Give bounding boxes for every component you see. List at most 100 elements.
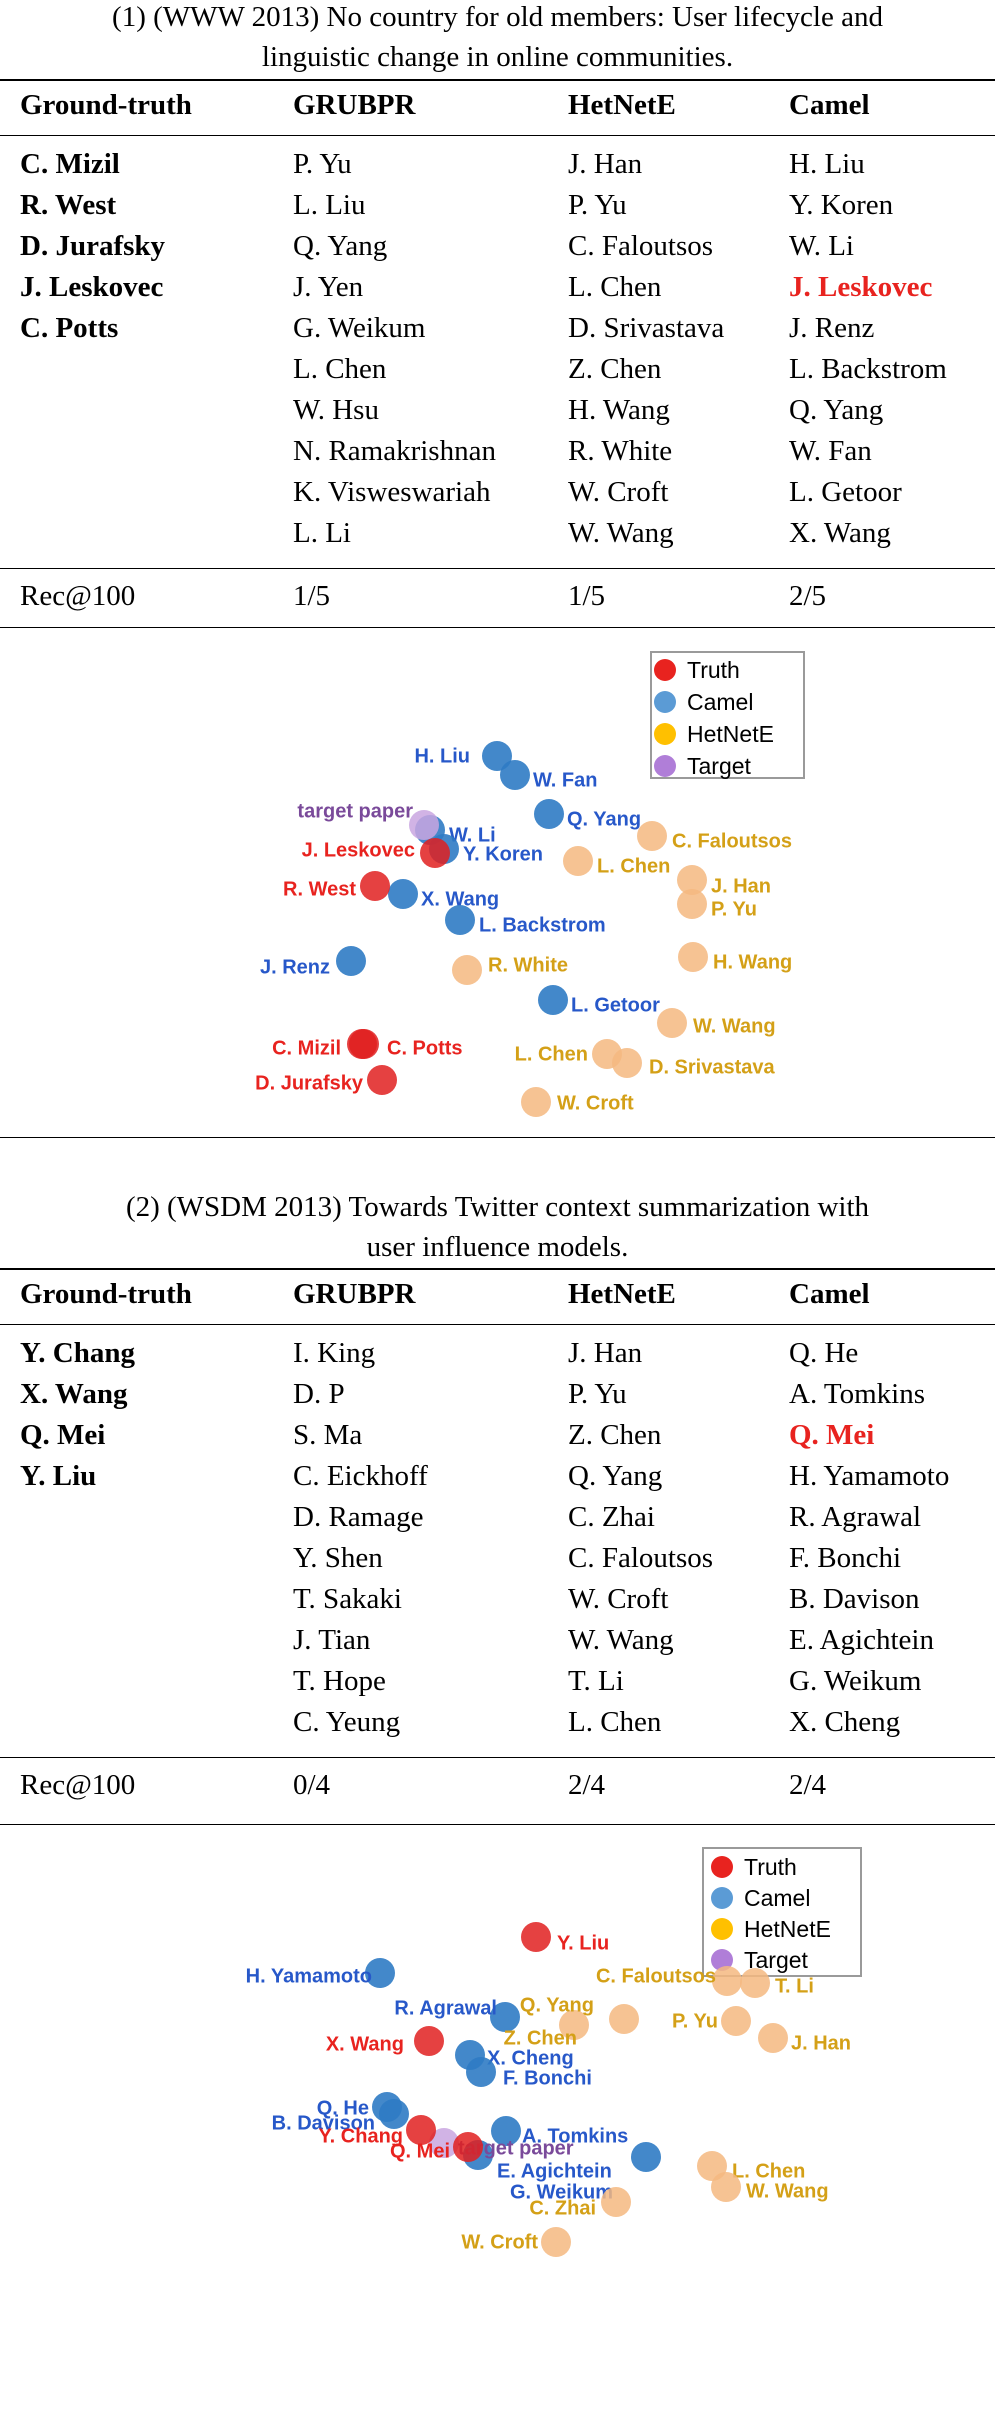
section-2-rec-label: Rec@100 <box>20 1769 136 1801</box>
section-2-title-line1: (2) (WSDM 2013) Towards Twitter context … <box>125 1191 870 1223</box>
camel-point-label: L. Getoor <box>571 994 660 1016</box>
predicted-author: H. Wang <box>568 394 670 426</box>
camel-point <box>365 1958 395 1988</box>
section-1-header-hetnete: HetNetE <box>568 89 676 121</box>
camel-point-label: H. Yamamoto <box>246 1965 372 1987</box>
truth-point <box>453 2132 483 2162</box>
truth-point-label: D. Jurafsky <box>255 1072 364 1094</box>
predicted-author: B. Davison <box>789 1583 920 1615</box>
section-2-rec-grubpr: 0/4 <box>293 1769 331 1801</box>
hetnete-point <box>452 955 482 985</box>
section-2-title-line2: user influence models. <box>366 1231 629 1263</box>
predicted-author: W. Hsu <box>293 394 379 426</box>
predicted-author: C. Yeung <box>293 1706 401 1738</box>
hetnete-point <box>541 2227 571 2257</box>
hetnete-point <box>712 1966 742 1996</box>
predicted-author: C. Faloutsos <box>568 230 714 262</box>
section-2-header-groundtruth: Ground-truth <box>20 1278 192 1310</box>
section-1-title-line1: (1) (WWW 2013) No country for old member… <box>112 1 883 33</box>
section-1-title: (1) (WWW 2013) No country for old member… <box>0 0 995 77</box>
legend-truth-marker <box>711 1856 733 1878</box>
camel-point-label: B. Davison <box>272 2112 375 2134</box>
predicted-author: W. Croft <box>568 1583 669 1615</box>
hetnete-point <box>559 2010 589 2040</box>
section-1-rec-grubpr: 1/5 <box>293 580 331 612</box>
hetnete-point-label: T. Li <box>775 1975 814 1997</box>
section-2-top-rule <box>0 1268 995 1270</box>
legend-camel-label: Camel <box>687 689 753 715</box>
camel-point-label: Q. Yang <box>567 808 641 830</box>
section-2-rec-rule <box>0 1757 995 1758</box>
predicted-author: Y. Shen <box>293 1542 383 1574</box>
hetnete-point-label: D. Srivastava <box>649 1056 776 1078</box>
target-point <box>429 2128 459 2158</box>
camel-point-label: L. Backstrom <box>479 914 606 936</box>
camel-point-label: A. Tomkins <box>522 2125 628 2147</box>
predicted-author: K. Visweswariah <box>293 476 491 508</box>
target-point <box>409 810 439 840</box>
predicted-author: T. Li <box>568 1665 624 1697</box>
hetnete-point-label: P. Yu <box>711 898 757 920</box>
hetnete-point-label: R. White <box>488 954 568 976</box>
hetnete-point <box>721 2006 751 2036</box>
hetnete-point <box>612 1048 642 1078</box>
predicted-author: J. Renz <box>789 312 875 344</box>
predicted-author: D. Ramage <box>293 1501 424 1533</box>
truth-point-label: C. Potts <box>387 1037 463 1059</box>
camel-point-label: Y. Koren <box>463 843 543 865</box>
camel-point <box>490 2002 520 2032</box>
predicted-author: I. King <box>293 1337 376 1369</box>
camel-point-label: J. Renz <box>260 956 330 978</box>
predicted-author: A. Tomkins <box>789 1378 926 1410</box>
predicted-author: E. Agichtein <box>789 1624 934 1656</box>
hetnete-point <box>657 1008 687 1038</box>
section-1-embedding-plot: Truth Camel HetNetE Target H. Liu W. Fan Q. Y… <box>255 651 805 1117</box>
predicted-author: Q. Yang <box>789 394 884 426</box>
section-1-rec-bottom-rule <box>0 627 995 628</box>
hetnete-point <box>521 1087 551 1117</box>
predicted-author: L. Getoor <box>789 476 902 508</box>
ground-truth-author: D. Jurafsky <box>20 230 166 262</box>
legend-truth-label: Truth <box>744 1854 797 1880</box>
predicted-author: H. Liu <box>789 148 865 180</box>
section-1-rec-camel: 2/5 <box>789 580 827 612</box>
truth-point-label: Y. Liu <box>557 1932 609 1954</box>
section-1-header-camel: Camel <box>789 89 870 121</box>
legend-camel-marker <box>654 691 676 713</box>
predicted-author: L. Backstrom <box>789 353 947 385</box>
predicted-author: P. Yu <box>293 148 352 180</box>
hetnete-point-label: P. Yu <box>672 2010 718 2032</box>
section-1-header-grubpr: GRUBPR <box>293 89 416 121</box>
camel-point <box>466 2057 496 2087</box>
section-2-rec-bottom-rule <box>0 1824 995 1825</box>
truth-point <box>521 1922 551 1952</box>
camel-point <box>445 905 475 935</box>
hetnete-point <box>601 2187 631 2217</box>
section-1-rec-hetnete: 1/5 <box>568 580 606 612</box>
hetnete-point-label: W. Wang <box>746 2180 829 2202</box>
truth-point <box>420 838 450 868</box>
truth-point <box>360 871 390 901</box>
camel-point-label: W. Fan <box>533 769 597 791</box>
section-1-rec-label: Rec@100 <box>20 580 136 612</box>
ground-truth-author: Y. Chang <box>20 1337 135 1369</box>
section-2-title: (2) (WSDM 2013) Towards Twitter context … <box>0 1187 995 1267</box>
section-2-rec-hetnete: 2/4 <box>568 1769 606 1801</box>
camel-point <box>482 741 512 771</box>
predicted-author: Q. Yang <box>293 230 388 262</box>
predicted-author: C. Faloutsos <box>568 1542 714 1574</box>
predicted-author: D. Srivastava <box>568 312 725 344</box>
legend-box <box>650 651 805 779</box>
legend-target-marker <box>711 1949 733 1971</box>
predicted-author: J. Leskovec <box>789 271 933 303</box>
section-1-legend: Truth Camel HetNetE Target <box>650 651 805 779</box>
truth-point-label: R. West <box>283 878 356 900</box>
truth-point-label: Q. Mei <box>390 2140 450 2162</box>
ground-truth-author: X. Wang <box>20 1378 128 1410</box>
predicted-author: G. Weikum <box>293 312 426 344</box>
hetnete-point-label: Z. Chen <box>504 2027 577 2049</box>
predicted-author: J. Han <box>568 148 643 180</box>
camel-point-label: F. Bonchi <box>503 2067 592 2089</box>
hetnete-point-label: J. Han <box>791 2032 851 2054</box>
predicted-author: W. Wang <box>568 1624 674 1656</box>
